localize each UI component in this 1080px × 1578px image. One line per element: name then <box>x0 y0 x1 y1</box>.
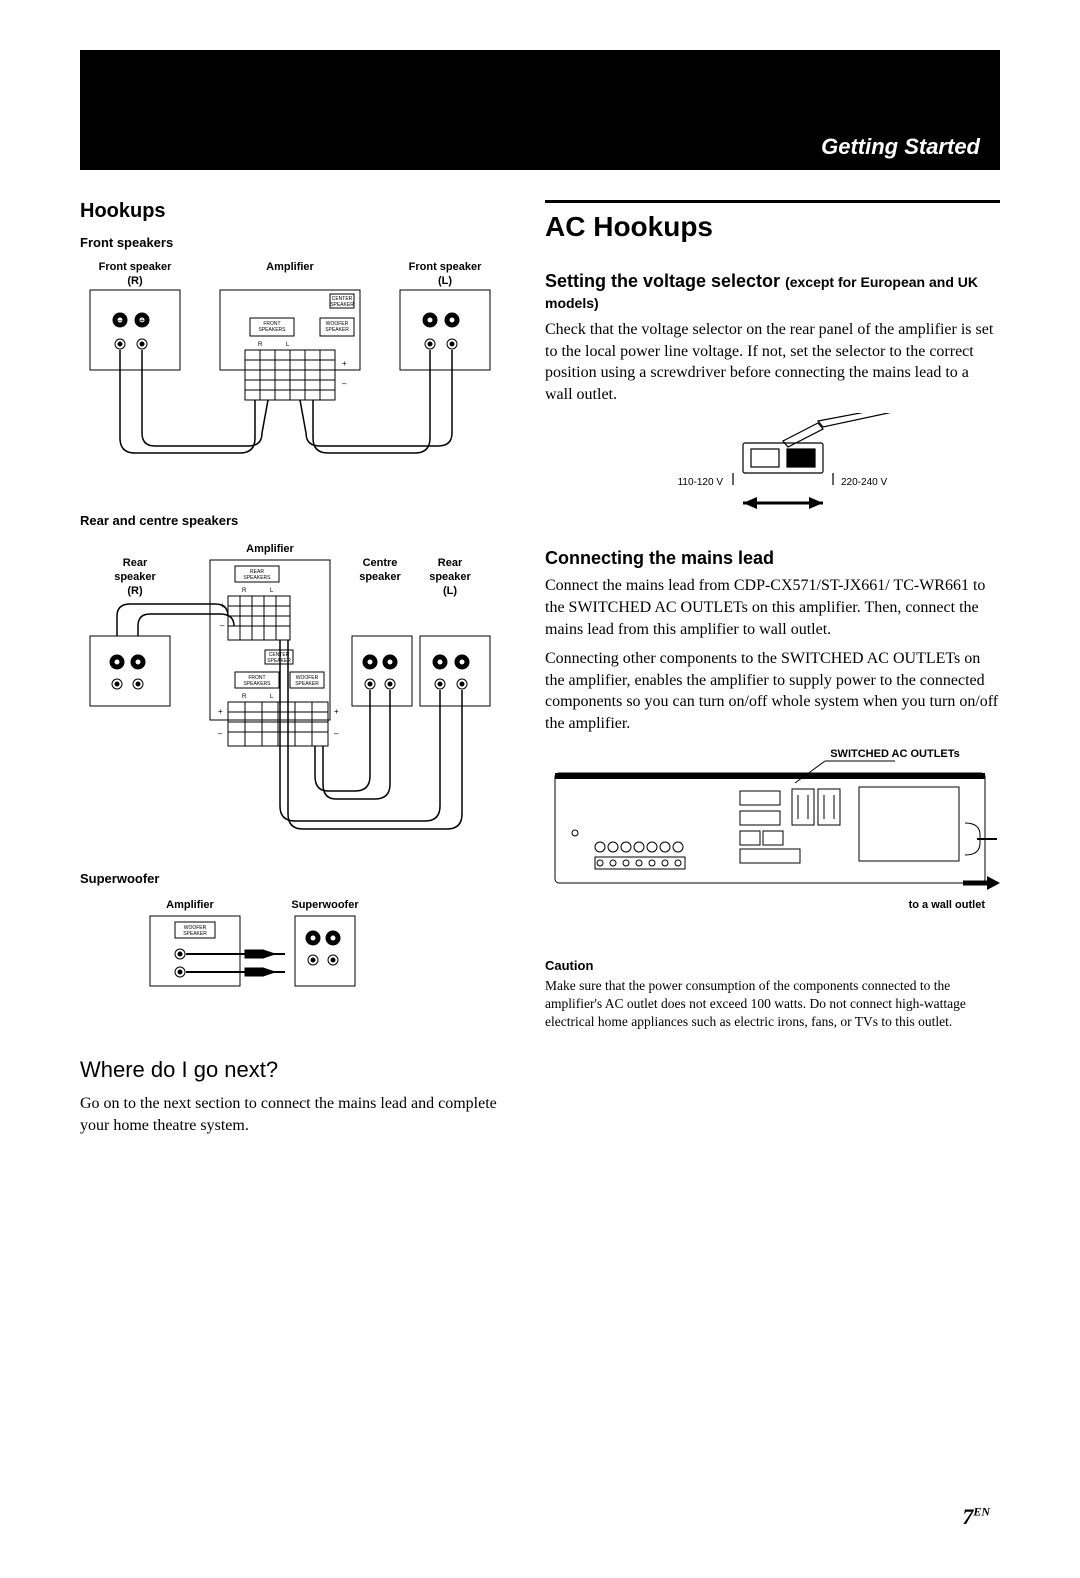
svg-text:R: R <box>242 588 247 594</box>
svg-text:SWITCHED AC OUTLETs: SWITCHED AC OUTLETs <box>830 748 960 760</box>
svg-text:SPEAKER: SPEAKER <box>330 302 354 308</box>
svg-text:(R): (R) <box>127 275 143 287</box>
front-speakers-subhead: Front speakers <box>80 235 505 250</box>
svg-text:R: R <box>258 342 263 348</box>
page-number: 7EN <box>962 1504 990 1530</box>
svg-text:(L): (L) <box>443 585 457 597</box>
svg-text:(L): (L) <box>438 275 452 287</box>
header-label: Getting Started <box>821 134 980 160</box>
svg-text:Front speaker: Front speaker <box>409 261 482 273</box>
caution-text: Make sure that the power consumption of … <box>545 977 1000 1032</box>
superwoofer-diagram: Amplifier Superwoofer WOOFER SPEAKER <box>80 894 505 1029</box>
mains-text-2: Connecting other components to the SWITC… <box>545 648 1000 734</box>
where-next-text: Go on to the next section to connect the… <box>80 1093 505 1136</box>
front-speakers-diagram: Front speaker (R) Amplifier Front speake… <box>80 258 505 493</box>
voltage-selector-diagram: 110-120 V 220-240 V <box>545 413 1000 528</box>
svg-text:SPEAKER: SPEAKER <box>325 327 349 333</box>
caution-heading: Caution <box>545 958 1000 973</box>
svg-text:110-120 V: 110-120 V <box>677 477 723 488</box>
svg-text:+: + <box>140 316 145 325</box>
svg-text:SPEAKER: SPEAKER <box>183 931 207 937</box>
superwoofer-subhead: Superwoofer <box>80 871 505 886</box>
svg-text:+: + <box>342 359 347 368</box>
svg-text:SPEAKER: SPEAKER <box>295 681 319 687</box>
svg-text:Centre: Centre <box>363 557 398 569</box>
svg-text:Amplifier: Amplifier <box>266 261 314 273</box>
svg-text:(R): (R) <box>127 585 143 597</box>
svg-text:+: + <box>334 707 339 716</box>
svg-text:SPEAKERS: SPEAKERS <box>244 681 272 687</box>
svg-text:L: L <box>286 342 290 348</box>
section-bar <box>545 200 1000 203</box>
svg-text:Amplifier: Amplifier <box>166 899 214 911</box>
svg-text:–: – <box>218 729 223 738</box>
left-column: Hookups Front speakers Front speaker (R)… <box>80 200 505 1144</box>
svg-text:+: + <box>218 707 223 716</box>
svg-text:–: – <box>342 379 347 388</box>
svg-text:–: – <box>220 621 225 630</box>
svg-text:SPEAKERS: SPEAKERS <box>244 575 272 581</box>
voltage-heading-main: Setting the voltage selector <box>545 271 785 291</box>
voltage-text: Check that the voltage selector on the r… <box>545 319 1000 405</box>
svg-text:–: – <box>334 729 339 738</box>
svg-text:220-240 V: 220-240 V <box>841 477 887 488</box>
where-next-heading: Where do I go next? <box>80 1057 505 1083</box>
mains-lead-heading: Connecting the mains lead <box>545 548 1000 569</box>
svg-text:L: L <box>270 588 274 594</box>
rear-panel-diagram: SWITCHED AC OUTLETs <box>545 743 1000 938</box>
svg-text:L: L <box>270 694 274 700</box>
page-num-value: 7 <box>962 1504 973 1529</box>
svg-text:–: – <box>118 316 123 325</box>
svg-text:Rear: Rear <box>438 557 463 569</box>
ac-hookups-heading: AC Hookups <box>545 211 1000 243</box>
svg-text:Rear: Rear <box>123 557 148 569</box>
svg-text:speaker: speaker <box>114 571 156 583</box>
header-bar: Getting Started <box>80 50 1000 170</box>
hookups-heading: Hookups <box>80 200 505 223</box>
svg-text:to a wall outlet: to a wall outlet <box>909 899 986 911</box>
svg-text:Superwoofer: Superwoofer <box>291 899 359 911</box>
svg-text:Amplifier: Amplifier <box>246 543 294 555</box>
page-lang: EN <box>973 1505 990 1519</box>
svg-text:Front speaker: Front speaker <box>99 261 172 273</box>
rear-centre-diagram: Amplifier Rear speaker (R) Centre speake… <box>80 536 505 851</box>
voltage-selector-heading: Setting the voltage selector (except for… <box>545 271 1000 313</box>
svg-text:speaker: speaker <box>359 571 401 583</box>
mains-text-1: Connect the mains lead from CDP-CX571/ST… <box>545 575 1000 640</box>
svg-text:R: R <box>242 694 247 700</box>
right-column: AC Hookups Setting the voltage selector … <box>545 200 1000 1144</box>
rear-centre-subhead: Rear and centre speakers <box>80 513 505 528</box>
svg-text:SPEAKERS: SPEAKERS <box>259 327 287 333</box>
svg-text:speaker: speaker <box>429 571 471 583</box>
